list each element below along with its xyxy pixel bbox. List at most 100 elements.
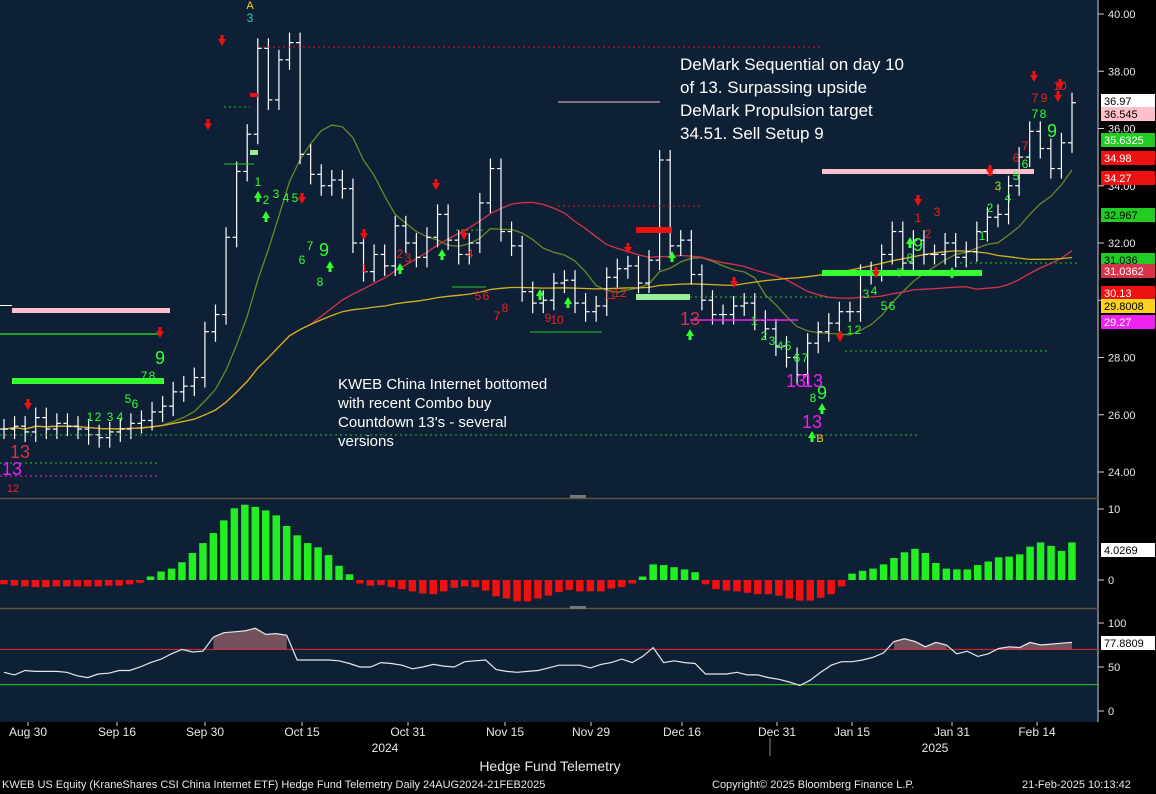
panel-resize-handle[interactable] bbox=[570, 606, 586, 609]
sell-arrow-icon bbox=[158, 327, 162, 332]
momentum-bar bbox=[52, 580, 61, 587]
buy-arrow-icon bbox=[908, 244, 912, 248]
momentum-bar bbox=[953, 569, 961, 580]
momentum-bar bbox=[293, 535, 301, 580]
momentum-bar bbox=[796, 580, 804, 601]
momentum-bar bbox=[597, 580, 605, 592]
sell-arrow-icon bbox=[730, 281, 738, 288]
sell-arrow-icon bbox=[1032, 71, 1036, 76]
sell-arrow-icon bbox=[434, 179, 438, 184]
count-label: 5 bbox=[785, 339, 792, 353]
footer-timestamp: 21-Feb-2025 10:13:42 bbox=[1022, 779, 1131, 791]
momentum-bar bbox=[733, 580, 741, 592]
x-tick-label: Dec 16 bbox=[663, 725, 701, 739]
momentum-bar bbox=[555, 580, 563, 593]
buy-arrow-icon bbox=[668, 251, 676, 258]
momentum-bar bbox=[73, 580, 81, 587]
price-panel bbox=[0, 32, 1076, 448]
count-label: 13 bbox=[2, 459, 22, 479]
buy-arrow-icon bbox=[820, 410, 824, 414]
momentum-bar bbox=[806, 580, 814, 601]
count-label: 12 bbox=[613, 286, 627, 300]
buy-arrow-icon bbox=[264, 218, 268, 222]
count-label: 6 bbox=[889, 299, 896, 313]
count-label: 8 bbox=[149, 369, 156, 383]
count-label: 9 bbox=[1047, 121, 1057, 141]
momentum-bar bbox=[1015, 554, 1024, 580]
x-tick-label: Jan 15 bbox=[834, 725, 870, 739]
momentum-bar bbox=[209, 533, 218, 580]
momentum-bar bbox=[890, 558, 898, 580]
momentum-bar bbox=[628, 580, 636, 584]
sell-arrow-icon bbox=[1054, 95, 1062, 102]
x-tick-label: Oct 31 bbox=[390, 725, 426, 739]
momentum-bar bbox=[84, 580, 92, 587]
sell-arrow-icon bbox=[626, 243, 630, 248]
count-label: 3 bbox=[405, 251, 412, 265]
risk-bar bbox=[636, 227, 672, 233]
momentum-bar bbox=[837, 580, 846, 587]
sell-arrow-icon bbox=[432, 183, 440, 190]
risk-bar bbox=[250, 93, 258, 97]
tdst-bar bbox=[822, 270, 982, 276]
value-tag-label: 4.0269 bbox=[1104, 545, 1138, 557]
buy-arrow-icon bbox=[818, 403, 826, 410]
sell-arrow-icon bbox=[156, 331, 164, 338]
value-tag bbox=[1101, 151, 1155, 165]
sell-arrow-icon bbox=[836, 335, 844, 342]
count-label: 6 bbox=[794, 351, 801, 365]
year-label: 2025 bbox=[922, 741, 949, 755]
value-tag bbox=[1101, 208, 1155, 222]
rsi-line bbox=[3, 627, 1073, 687]
value-tag-label: 36.545 bbox=[1104, 109, 1138, 121]
count-label: 8 bbox=[317, 275, 324, 289]
value-tag bbox=[1101, 171, 1155, 185]
count-label: 1 bbox=[847, 323, 854, 337]
count-label: 6 bbox=[483, 289, 490, 303]
kweb-annotation: KWEB China Internet bottomed with recent… bbox=[337, 376, 547, 450]
value-tag-label: 31.0362 bbox=[1104, 266, 1144, 278]
count-label: 6 bbox=[132, 397, 139, 411]
momentum-bar bbox=[492, 580, 500, 597]
count-label: 9 bbox=[1041, 91, 1048, 105]
count-label: 3 bbox=[247, 11, 254, 25]
count-label: 8 bbox=[810, 391, 817, 405]
momentum-bar bbox=[743, 580, 752, 593]
count-label: 5 bbox=[125, 392, 132, 406]
count-label: 7 bbox=[141, 369, 148, 383]
momentum-bar bbox=[21, 580, 29, 587]
momentum-bar bbox=[324, 555, 333, 580]
count-label: 8 bbox=[502, 301, 509, 315]
momentum-bar bbox=[345, 574, 354, 580]
buy-arrow-icon bbox=[670, 258, 674, 262]
value-tag-label: 36.97 bbox=[1104, 96, 1132, 108]
sell-arrow-icon bbox=[300, 193, 304, 198]
rsi-shaded-area bbox=[894, 638, 947, 650]
count-label: 9 bbox=[155, 348, 165, 368]
y-tick-label: 0 bbox=[1108, 706, 1114, 718]
value-tag-label: 29.27 bbox=[1104, 317, 1132, 329]
buy-arrow-icon bbox=[810, 438, 814, 442]
count-label: 4 bbox=[283, 191, 290, 205]
panel-resize-handle[interactable] bbox=[570, 495, 586, 498]
momentum-bar bbox=[450, 580, 458, 588]
value-tag bbox=[1101, 286, 1155, 300]
buy-arrow-icon bbox=[536, 289, 544, 296]
momentum-bar bbox=[932, 563, 940, 580]
count-label: 11 bbox=[604, 288, 617, 302]
momentum-bar bbox=[303, 543, 312, 580]
buy-arrow-icon bbox=[256, 198, 260, 202]
footer-security: KWEB US Equity (KraneShares CSI China In… bbox=[2, 779, 546, 791]
count-label: 3 bbox=[273, 187, 280, 201]
count-label: 3 bbox=[107, 410, 114, 424]
momentum-bar bbox=[377, 580, 385, 585]
annotation-line: DeMark Sequential on day 10 bbox=[680, 55, 904, 74]
value-tag-label: 35.6325 bbox=[1104, 135, 1144, 147]
count-label: 1 bbox=[361, 261, 368, 275]
count-label: 13 bbox=[802, 412, 822, 432]
momentum-bar bbox=[125, 580, 134, 585]
momentum-bar bbox=[523, 580, 532, 602]
tdst-bar bbox=[12, 378, 164, 384]
momentum-bar bbox=[471, 580, 479, 588]
momentum-bar bbox=[314, 547, 322, 580]
